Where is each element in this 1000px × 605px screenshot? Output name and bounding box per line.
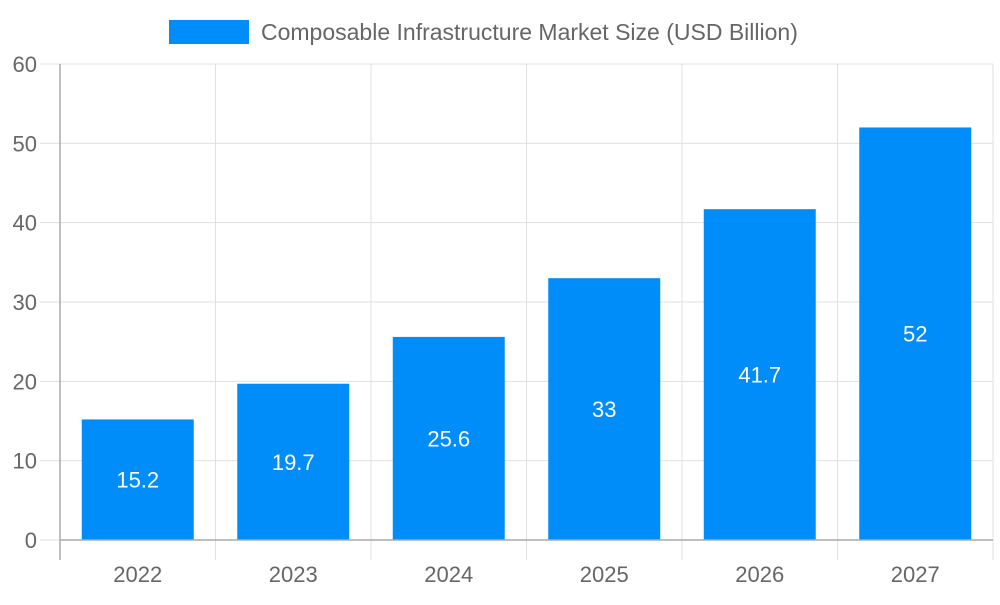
legend[interactable]: Composable Infrastructure Market Size (U… — [169, 19, 798, 45]
x-tick-label: 2022 — [113, 562, 162, 587]
bar-2026 — [703, 209, 816, 540]
legend-swatch — [169, 20, 249, 44]
grid — [40, 63, 994, 560]
x-tick-label: 2026 — [735, 562, 784, 587]
data-label: 33 — [592, 397, 616, 422]
y-tick-label: 20 — [13, 369, 37, 394]
legend-label: Composable Infrastructure Market Size (U… — [261, 19, 798, 45]
y-tick-label: 30 — [13, 290, 37, 315]
y-tick-label: 40 — [13, 211, 37, 236]
data-labels: 15.2 19.7 25.6 33 41.7 52 — [116, 322, 927, 493]
axes: 0 10 20 30 40 50 60 2022 2023 2024 2025 2026 2027 — [13, 52, 993, 587]
bar-2022 — [81, 419, 194, 540]
bar-2025 — [548, 278, 661, 540]
x-tick-label: 2025 — [580, 562, 629, 587]
x-tick-label: 2024 — [424, 562, 473, 587]
data-label: 41.7 — [738, 363, 781, 388]
data-label: 25.6 — [427, 426, 470, 451]
bar-2027 — [859, 127, 972, 540]
y-tick-label: 60 — [13, 52, 37, 77]
bar-2024 — [392, 336, 505, 540]
y-tick-label: 50 — [13, 131, 37, 156]
y-tick-label: 10 — [13, 449, 37, 474]
x-tick-label: 2023 — [269, 562, 318, 587]
y-tick-label: 0 — [25, 528, 37, 553]
x-tick-label: 2027 — [891, 562, 940, 587]
bar-2023 — [237, 383, 350, 540]
bars — [81, 127, 972, 540]
data-label: 52 — [903, 322, 927, 347]
data-label: 15.2 — [116, 468, 159, 493]
data-label: 19.7 — [272, 450, 315, 475]
